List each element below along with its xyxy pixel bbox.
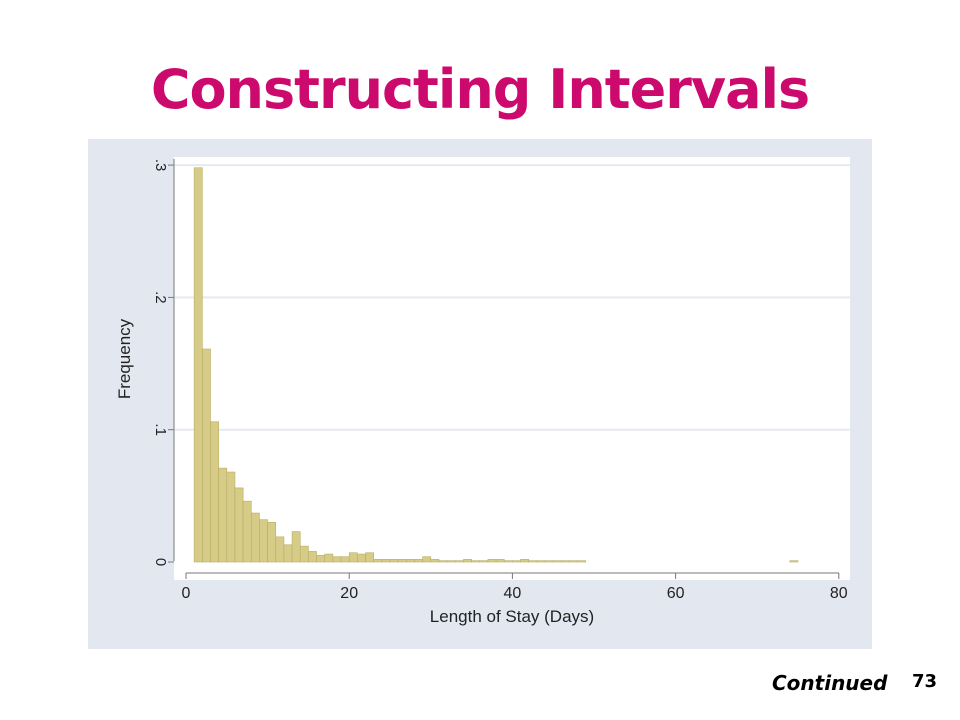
x-axis-label: Length of Stay (Days) xyxy=(430,607,594,626)
histogram-bar xyxy=(210,421,219,563)
chart-panel: 0 .1 .2 .3 0 20 40 60 80 Frequency Length of St… xyxy=(88,139,872,649)
histogram-bar xyxy=(446,560,456,563)
histogram-bar xyxy=(406,559,415,563)
histogram-bar xyxy=(324,553,334,563)
page-number: 73 xyxy=(912,671,938,692)
histogram-bar xyxy=(577,560,587,563)
histogram-bar xyxy=(503,560,513,563)
x-tick-label: 80 xyxy=(830,585,848,602)
histogram-bar xyxy=(789,560,799,563)
histogram-bar xyxy=(389,559,399,563)
histogram-bar xyxy=(357,553,366,563)
histogram-bar xyxy=(308,551,317,563)
histogram-bar xyxy=(381,559,391,563)
histogram-bar xyxy=(250,512,260,563)
histogram-bar xyxy=(544,560,554,563)
histogram-bar xyxy=(463,559,472,563)
histogram-bar xyxy=(520,559,530,563)
histogram-bar xyxy=(218,467,228,563)
histogram-bar xyxy=(242,500,252,563)
histogram-bar xyxy=(536,560,546,563)
x-tick-label: 40 xyxy=(504,585,522,602)
histogram-bar xyxy=(316,555,326,563)
histogram-bar xyxy=(340,556,350,563)
histogram-bars xyxy=(193,167,799,563)
histogram-bar xyxy=(495,559,505,563)
x-tick-label: 20 xyxy=(340,585,358,602)
histogram-bar xyxy=(373,559,383,563)
histogram-bar xyxy=(512,560,521,563)
histogram-chart: 0 .1 .2 .3 0 20 40 60 80 Frequency Length of St… xyxy=(115,157,850,626)
histogram-bar xyxy=(283,544,293,563)
histogram-bar xyxy=(259,519,268,563)
y-axis-label: Frequency xyxy=(115,318,134,399)
histogram-bar xyxy=(226,471,236,563)
histogram-bar xyxy=(561,560,570,563)
histogram-bar xyxy=(332,556,342,563)
x-tick-label: 0 xyxy=(182,585,191,602)
histogram-bar xyxy=(397,559,407,563)
x-axis-ticks: 0 20 40 60 80 xyxy=(182,573,848,602)
continued-label: Continued xyxy=(772,671,888,695)
histogram-bar xyxy=(275,536,285,563)
histogram-bar xyxy=(487,559,497,563)
histogram-bar xyxy=(365,552,374,563)
y-tick-label: .1 xyxy=(152,423,169,436)
histogram-bar xyxy=(528,560,538,563)
histogram-bar xyxy=(202,348,211,563)
histogram-bar xyxy=(348,552,358,563)
histogram-bar xyxy=(438,560,448,563)
histogram-bar xyxy=(479,560,489,563)
histogram-bar xyxy=(569,560,578,563)
gridlines xyxy=(175,164,850,431)
histogram-bar xyxy=(454,560,464,563)
y-tick-label: .3 xyxy=(152,159,169,172)
histogram-bar xyxy=(267,522,277,563)
histogram-bar xyxy=(299,545,309,563)
x-tick-label: 60 xyxy=(667,585,685,602)
y-axis-ticks: 0 .1 .2 .3 xyxy=(152,159,174,566)
histogram-bar xyxy=(552,560,562,563)
histogram-bar xyxy=(291,531,301,563)
plot-area xyxy=(174,157,850,580)
histogram-bar xyxy=(414,559,423,563)
histogram-bar xyxy=(471,560,481,563)
histogram-bar xyxy=(193,167,203,563)
histogram-bar xyxy=(234,487,244,563)
histogram-bar xyxy=(430,559,440,563)
y-tick-label: .2 xyxy=(152,291,169,304)
histogram-bar xyxy=(422,556,432,563)
slide-title: Constructing Intervals xyxy=(150,58,810,121)
y-tick-label: 0 xyxy=(152,558,169,566)
